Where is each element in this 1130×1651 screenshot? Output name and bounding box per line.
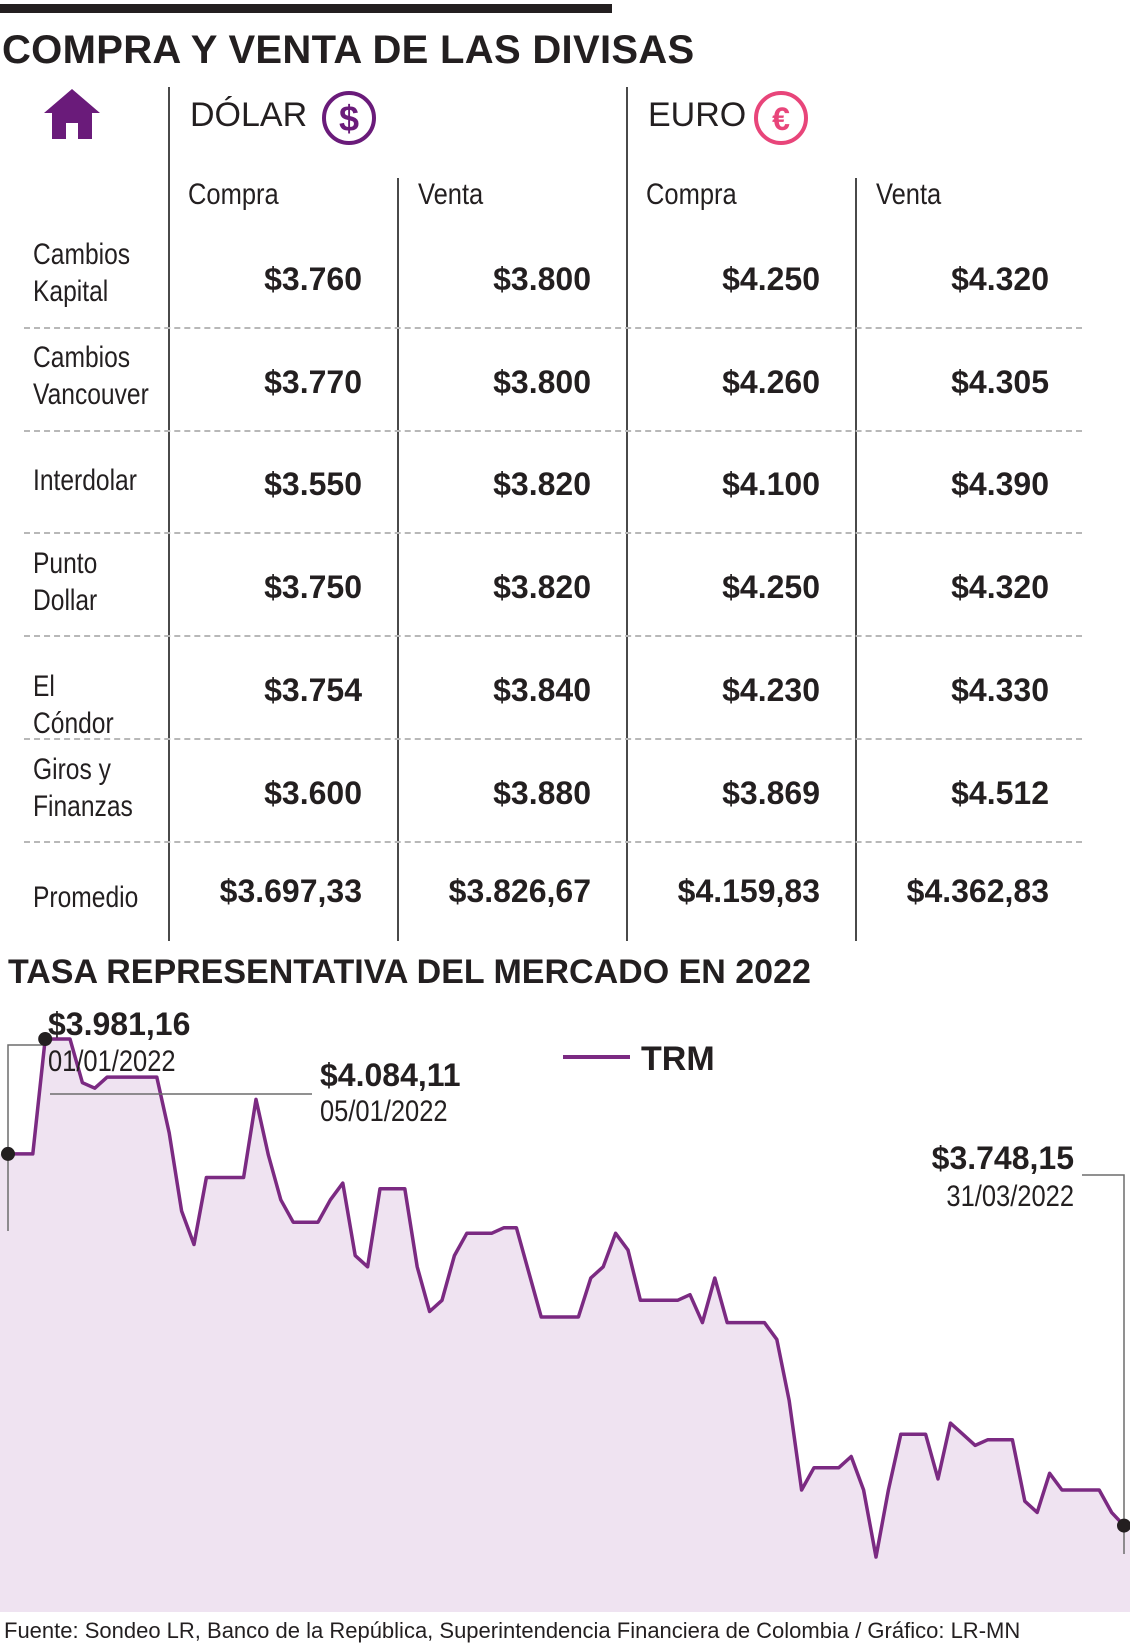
data-point-end bbox=[1117, 1518, 1130, 1533]
table-cell: $3.800 bbox=[493, 261, 591, 297]
row-label: Giros y Finanzas bbox=[33, 753, 133, 823]
table-cell: $4.250 bbox=[722, 569, 820, 605]
legend-label: TRM bbox=[641, 1040, 715, 1078]
table-cell: $3.760 bbox=[264, 261, 362, 297]
svg-text:€: € bbox=[772, 101, 790, 137]
column-divider bbox=[168, 87, 170, 941]
table-cell: $3.754 bbox=[264, 672, 362, 708]
table-cell: $3.800 bbox=[493, 364, 591, 400]
annotation-value: $3.981,16 bbox=[48, 1006, 190, 1042]
annotation-leader bbox=[1082, 1174, 1125, 1554]
data-point-max bbox=[38, 1032, 53, 1046]
table-cell: $3.600 bbox=[264, 775, 362, 811]
table-cell: $4.260 bbox=[722, 364, 820, 400]
table-cell: $4.390 bbox=[951, 466, 1049, 502]
table-cell: $3.750 bbox=[264, 569, 362, 605]
table-cell: $4.305 bbox=[951, 364, 1049, 400]
row-label: Promedio bbox=[33, 881, 139, 914]
row-divider bbox=[24, 327, 1082, 329]
trm-series-line bbox=[8, 1037, 1126, 1559]
source-note: Fuente: Sondeo LR, Banco de la República… bbox=[4, 1618, 1021, 1643]
column-header: Venta bbox=[418, 178, 484, 211]
annotation-value: $4.084,11 bbox=[320, 1057, 461, 1093]
svg-text:$: $ bbox=[339, 98, 359, 139]
column-header: Venta bbox=[876, 178, 942, 211]
currency-euro-label: EURO bbox=[648, 96, 747, 134]
chart-title: TASA REPRESENTATIVA DEL MERCADO EN 2022 bbox=[8, 953, 811, 991]
table-cell: $3.697,33 bbox=[219, 873, 362, 909]
page-title: COMPRA Y VENTA DE LAS DIVISAS bbox=[2, 28, 695, 72]
table-cell: $3.770 bbox=[264, 364, 362, 400]
annotation-leader bbox=[7, 1044, 44, 1231]
row-label: Interdolar bbox=[33, 464, 137, 497]
trm-chart: TRM $3.981,16 01/01/2022 $4.084,11 05/01… bbox=[0, 1006, 1130, 1612]
trm-area-fill bbox=[0, 1039, 1130, 1612]
table-cell: $3.880 bbox=[493, 775, 591, 811]
data-point-start bbox=[1, 1146, 15, 1161]
table-cell: $3.840 bbox=[493, 672, 591, 708]
table-cell: $4.250 bbox=[722, 261, 820, 297]
table-cell: $3.826,67 bbox=[448, 873, 591, 909]
currency-dollar-label: DÓLAR bbox=[190, 96, 308, 134]
column-divider bbox=[626, 87, 628, 941]
row-divider bbox=[24, 532, 1082, 534]
table-cell: $4.362,83 bbox=[906, 873, 1049, 909]
table-cell: $3.820 bbox=[493, 466, 591, 502]
annotation-date: 05/01/2022 bbox=[320, 1094, 448, 1127]
row-label: El Cóndor bbox=[33, 670, 114, 740]
table-cell: $3.820 bbox=[493, 569, 591, 605]
top-rule bbox=[0, 4, 612, 13]
dollar-circle-icon: $ bbox=[322, 91, 376, 145]
row-label: Cambios Kapital bbox=[33, 238, 131, 308]
table-cell: $4.512 bbox=[951, 775, 1049, 811]
column-divider bbox=[855, 178, 857, 941]
annotation-date: 01/01/2022 bbox=[48, 1044, 176, 1077]
table-cell: $4.100 bbox=[722, 466, 820, 502]
row-label: Punto Dollar bbox=[33, 547, 98, 617]
column-header: Compra bbox=[646, 178, 737, 211]
row-label: Cambios Vancouver bbox=[33, 341, 149, 411]
table-cell: $4.320 bbox=[951, 569, 1049, 605]
table-cell: $4.230 bbox=[722, 672, 820, 708]
home-icon bbox=[44, 89, 100, 139]
row-divider bbox=[24, 738, 1082, 740]
table-cell: $4.159,83 bbox=[677, 873, 820, 909]
row-divider bbox=[24, 430, 1082, 432]
annotation-value: $3.748,15 bbox=[932, 1140, 1074, 1176]
euro-circle-icon: € bbox=[754, 91, 808, 145]
column-header: Compra bbox=[188, 178, 279, 211]
table-cell: $4.330 bbox=[951, 672, 1049, 708]
table-cell: $3.869 bbox=[722, 775, 820, 811]
row-divider bbox=[24, 635, 1082, 637]
table-cell: $3.550 bbox=[264, 466, 362, 502]
table-cell: $4.320 bbox=[951, 261, 1049, 297]
column-divider bbox=[397, 178, 399, 941]
annotation-date: 31/03/2022 bbox=[946, 1179, 1074, 1212]
row-divider bbox=[24, 841, 1082, 843]
